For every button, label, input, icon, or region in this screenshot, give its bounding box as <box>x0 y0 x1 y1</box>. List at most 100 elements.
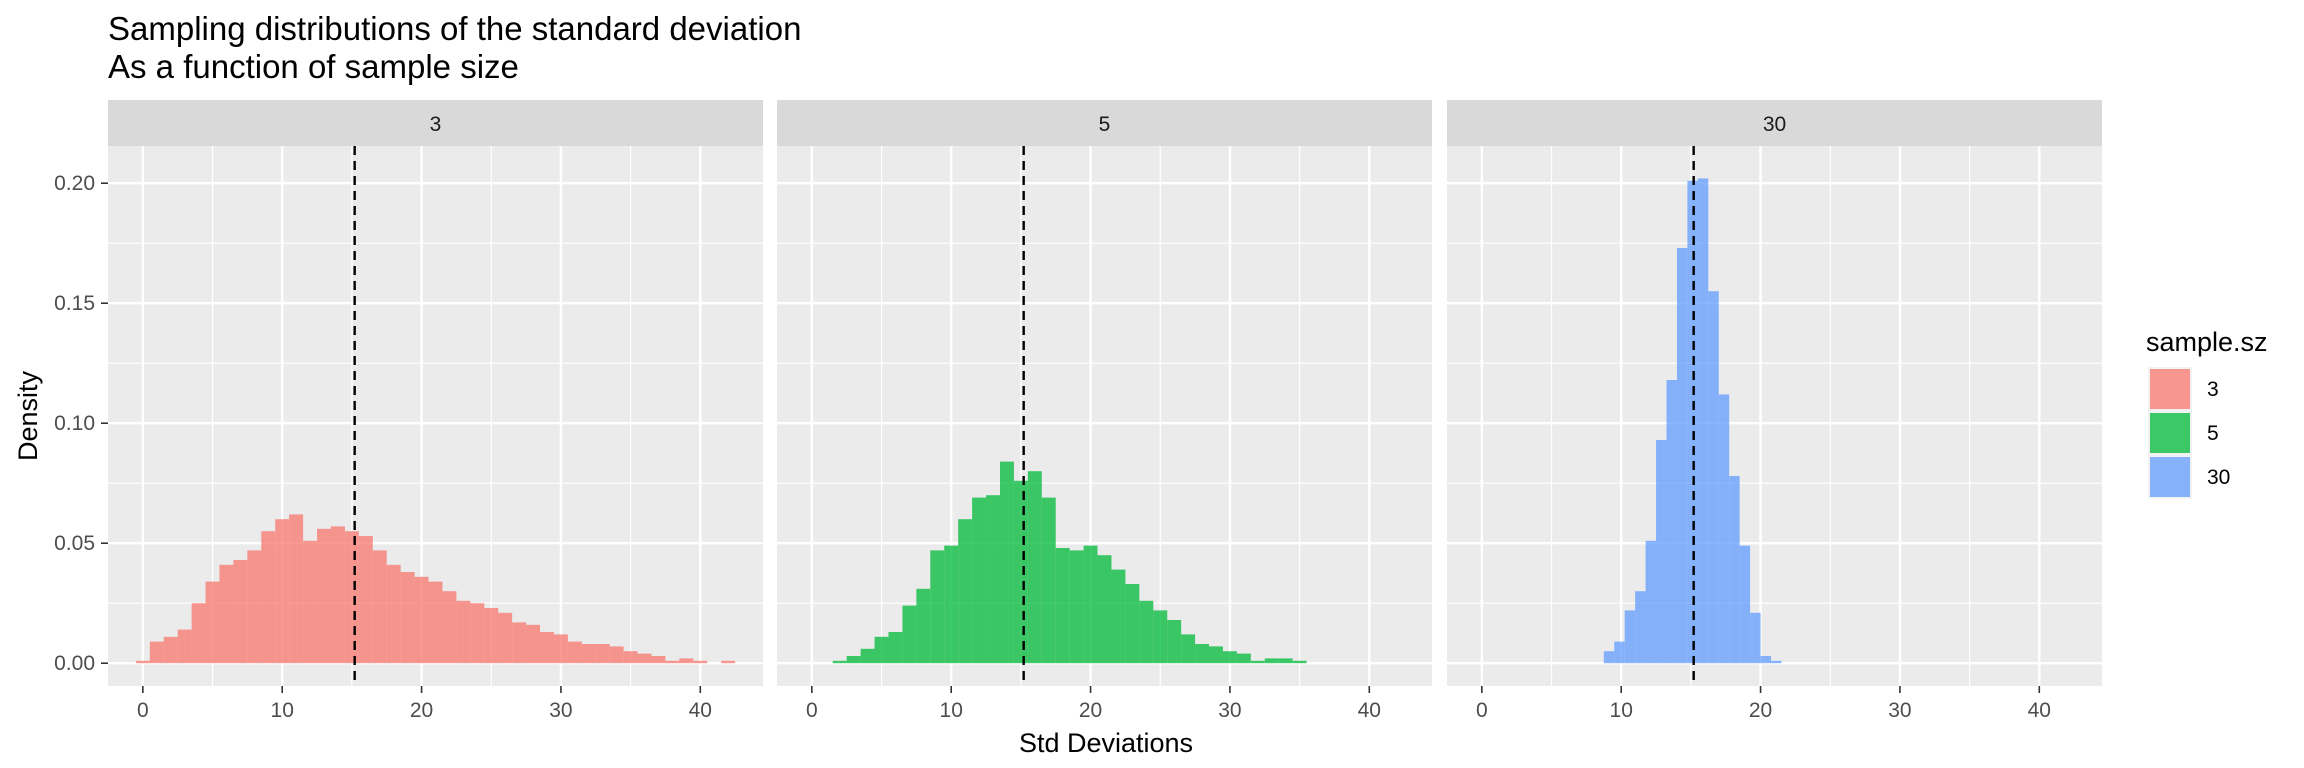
histogram-bar <box>999 461 1014 664</box>
histogram-bar <box>289 514 304 664</box>
histogram-bar <box>874 636 889 664</box>
histogram-bar <box>846 656 861 664</box>
histogram-bar <box>526 624 541 664</box>
histogram-bar <box>1729 476 1740 664</box>
histogram-bar <box>860 648 875 664</box>
histogram-bar <box>832 660 847 664</box>
histogram-bar <box>428 581 443 664</box>
histogram-bar <box>456 600 471 664</box>
histogram-bar <box>1771 660 1782 664</box>
histogram-bar <box>1097 555 1112 664</box>
x-tick-label: 40 <box>2028 699 2051 722</box>
x-tick-label: 20 <box>1749 699 1772 722</box>
facet-strip-label: 3 <box>430 113 442 136</box>
histogram-bar <box>1645 540 1657 664</box>
x-axis-title: Std Deviations <box>1019 728 1193 758</box>
histogram-bar <box>540 632 554 664</box>
legend: sample.sz 3 5 30 <box>2146 327 2268 499</box>
histogram-bar <box>163 636 178 664</box>
histogram-bar <box>247 550 262 664</box>
legend-key-30 <box>2150 457 2190 497</box>
histogram-bar <box>261 531 276 664</box>
chart-subtitle: As a function of sample size <box>108 48 519 85</box>
x-tick-label: 40 <box>1358 699 1381 722</box>
y-axis-title: Density <box>13 370 43 461</box>
histogram-bar <box>1697 178 1709 664</box>
histogram-bar <box>1760 656 1772 664</box>
histogram-bar <box>358 536 373 664</box>
histogram-bar <box>665 660 680 664</box>
legend-label-5: 5 <box>2207 422 2219 445</box>
histogram-bar <box>1718 394 1730 664</box>
histogram-bar <box>1624 610 1636 664</box>
x-tick-label: 30 <box>1218 699 1241 722</box>
facet-strip-label: 5 <box>1099 113 1111 136</box>
histogram-bar <box>595 644 610 664</box>
histogram-bar <box>637 653 652 664</box>
histogram-bar <box>902 605 917 664</box>
histogram-bar <box>498 612 513 664</box>
histogram-bar <box>721 660 736 664</box>
histogram-bar <box>1739 545 1751 664</box>
histogram-bar <box>1614 641 1625 664</box>
histogram-bar <box>219 564 234 664</box>
histogram-bar <box>679 658 694 664</box>
facet-strip <box>108 100 763 146</box>
legend-key-3 <box>2150 369 2190 409</box>
histogram-bar <box>317 528 331 664</box>
histogram-bar <box>484 608 499 664</box>
histogram-bar <box>414 576 429 664</box>
histogram-bar <box>386 564 401 664</box>
histogram-bar <box>400 572 415 664</box>
histogram-bar <box>177 629 192 664</box>
histogram-bar <box>1708 291 1719 664</box>
histogram-bar <box>1635 591 1646 664</box>
x-tick-label: 0 <box>137 699 149 722</box>
histogram-bar <box>1195 644 1210 664</box>
histogram-bar <box>1292 660 1307 664</box>
histogram-bar <box>1676 248 1688 664</box>
panel-background <box>1447 146 2102 686</box>
histogram-bar <box>581 644 596 664</box>
facet-panel-5: 5 0 10 20 30 40 <box>777 100 1432 722</box>
histogram-bar <box>1139 600 1154 664</box>
histogram-bar <box>972 497 987 664</box>
histogram-bar <box>1264 658 1279 664</box>
histogram-bar <box>205 581 220 664</box>
x-tick-label: 10 <box>940 699 963 722</box>
histogram-bar <box>1250 660 1265 664</box>
histogram-bar <box>1750 612 1761 664</box>
histogram-bar <box>1181 634 1196 664</box>
histogram-bar <box>1153 610 1168 664</box>
histogram-bar <box>191 603 206 664</box>
histogram-bar <box>149 641 164 664</box>
x-tick-label: 30 <box>1888 699 1911 722</box>
histogram-bar <box>986 495 1000 664</box>
legend-key-5 <box>2150 413 2190 453</box>
histogram-bar <box>330 526 345 664</box>
histogram-bar <box>916 588 931 664</box>
histogram-bar <box>1069 550 1084 664</box>
facet-strip <box>1447 100 2102 146</box>
histogram-bar <box>1125 584 1140 664</box>
facet-strip-label: 30 <box>1763 113 1786 136</box>
histogram-bar <box>1278 658 1293 664</box>
x-tick-label: 40 <box>689 699 712 722</box>
histogram-bar <box>135 660 150 664</box>
facet-panel-3: 30 10 20 30 400.000.050.100.150.20 <box>54 100 763 722</box>
histogram-bar <box>1083 545 1098 664</box>
histogram-bar <box>1236 653 1251 664</box>
y-tick-label: 0.00 <box>54 652 95 675</box>
histogram-bar <box>1666 380 1677 664</box>
histogram-bar <box>1027 471 1042 664</box>
histogram-bar <box>958 519 973 664</box>
histogram-bar <box>567 641 582 664</box>
histogram-bar <box>651 656 666 664</box>
facet-panel-30: 30 0 10 20 30 40 <box>1447 100 2102 722</box>
x-tick-label: 0 <box>1476 699 1488 722</box>
x-tick-label: 20 <box>1079 699 1102 722</box>
histogram-bar <box>303 540 318 664</box>
y-tick-label: 0.05 <box>54 532 95 555</box>
